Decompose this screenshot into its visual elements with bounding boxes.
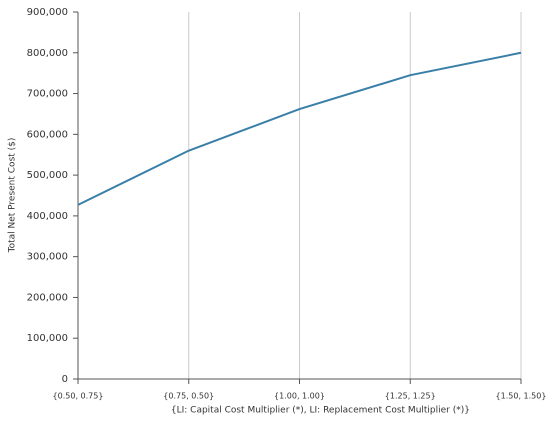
y-tick-label: 900,000 (27, 7, 68, 18)
y-tick-label: 400,000 (27, 211, 68, 222)
line (77, 51, 522, 206)
y-tick-label: 300,000 (27, 252, 68, 263)
y-tick-label: 200,000 (27, 292, 68, 303)
x-tick-label: {1.50, 1.50} (496, 392, 547, 401)
x-axis-label: {LI: Capital Cost Multiplier (*), LI: Re… (171, 406, 470, 416)
y-tick-label: 700,000 (27, 89, 68, 100)
y-tick-label: 0 (62, 374, 68, 385)
x-tick-label: {0.75, 0.50} (163, 392, 214, 401)
y-axis-label: Total Net Present Cost ($) (8, 138, 18, 254)
y-tick-label: 600,000 (27, 129, 68, 140)
y-tick-label: 800,000 (27, 48, 68, 59)
y-tick-label: 500,000 (27, 170, 68, 181)
y-tick-label: 100,000 (27, 333, 68, 344)
x-tick-label: {1.00, 1.00} (274, 392, 325, 401)
x-tick-label: {1.25, 1.25} (385, 392, 436, 401)
x-tick-label: {0.50, 0.75} (53, 392, 104, 401)
